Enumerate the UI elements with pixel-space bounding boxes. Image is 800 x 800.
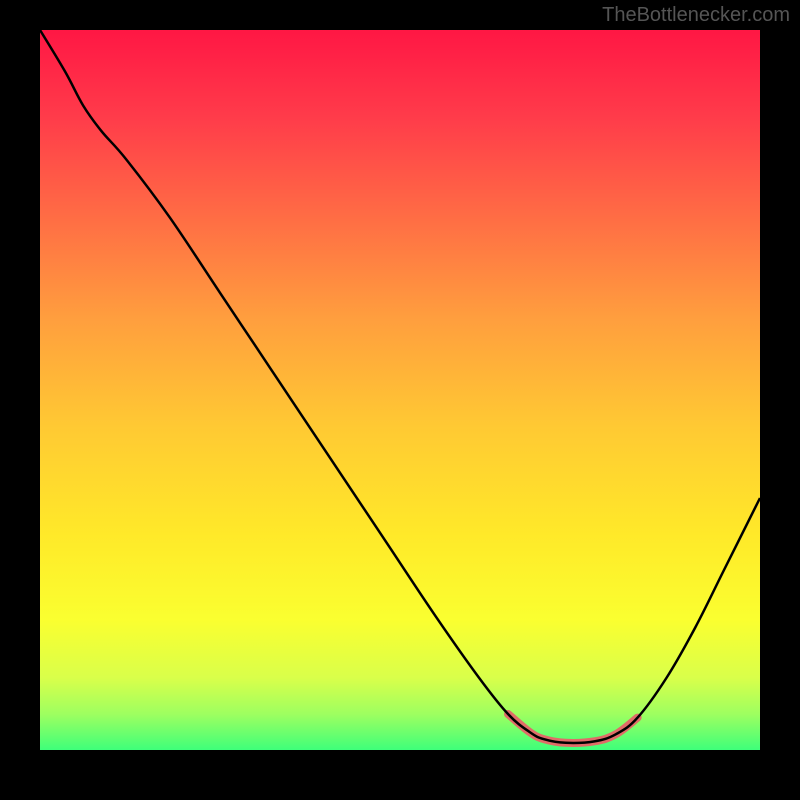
chart-background xyxy=(40,30,760,750)
watermark-text: TheBottlenecker.com xyxy=(602,4,790,27)
bottleneck-chart xyxy=(40,30,760,750)
chart-container xyxy=(40,30,760,750)
